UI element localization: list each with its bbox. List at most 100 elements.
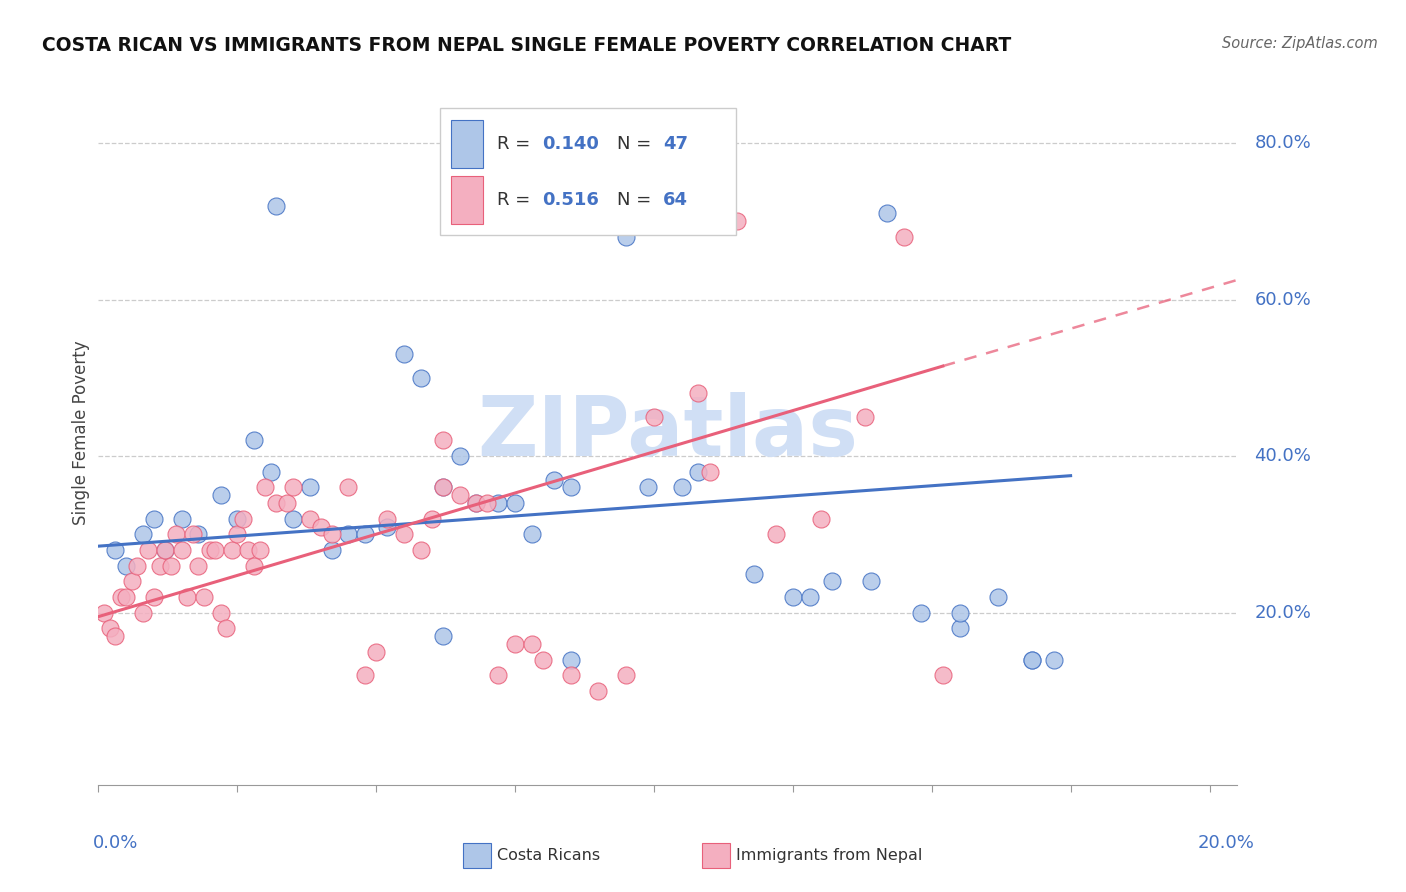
Text: 80.0%: 80.0% xyxy=(1254,134,1312,152)
Point xyxy=(375,512,398,526)
Point xyxy=(449,488,471,502)
Point xyxy=(209,606,232,620)
Point xyxy=(249,543,271,558)
Point xyxy=(138,543,160,558)
Point xyxy=(321,527,343,541)
Point xyxy=(337,480,360,494)
Point xyxy=(187,558,209,573)
Point xyxy=(859,574,882,589)
Text: 20.0%: 20.0% xyxy=(1254,604,1312,622)
Point xyxy=(198,543,221,558)
Point xyxy=(449,449,471,463)
Point xyxy=(1021,653,1043,667)
Point xyxy=(298,480,321,494)
Point xyxy=(614,668,637,682)
Point xyxy=(170,512,193,526)
Point xyxy=(1021,653,1043,667)
Point xyxy=(503,496,526,510)
Text: N =: N = xyxy=(617,191,657,209)
Point xyxy=(143,590,166,604)
Point xyxy=(409,371,432,385)
Point xyxy=(264,496,287,510)
Point xyxy=(432,434,454,448)
Point xyxy=(110,590,132,604)
Point xyxy=(1043,653,1066,667)
Text: 40.0%: 40.0% xyxy=(1254,447,1312,465)
FancyBboxPatch shape xyxy=(451,176,484,224)
Point xyxy=(366,645,388,659)
Point xyxy=(671,480,693,494)
Text: R =: R = xyxy=(498,191,536,209)
Point xyxy=(432,480,454,494)
Point xyxy=(221,543,243,558)
Point xyxy=(560,668,582,682)
Point xyxy=(98,621,121,635)
Point xyxy=(799,590,821,604)
Point xyxy=(215,621,238,635)
Text: N =: N = xyxy=(617,135,657,153)
Text: 0.516: 0.516 xyxy=(543,191,599,209)
Text: 47: 47 xyxy=(664,135,689,153)
Point xyxy=(932,668,955,682)
Point xyxy=(264,198,287,212)
Point xyxy=(132,606,155,620)
FancyBboxPatch shape xyxy=(702,843,731,868)
FancyBboxPatch shape xyxy=(440,109,737,235)
Point xyxy=(688,465,710,479)
Text: 64: 64 xyxy=(664,191,689,209)
Point xyxy=(409,543,432,558)
Point xyxy=(465,496,488,510)
Point xyxy=(520,637,543,651)
Point xyxy=(503,637,526,651)
Point xyxy=(165,527,187,541)
Point xyxy=(354,527,377,541)
Y-axis label: Single Female Poverty: Single Female Poverty xyxy=(72,341,90,524)
Point xyxy=(337,527,360,541)
Point xyxy=(104,543,127,558)
Text: Immigrants from Nepal: Immigrants from Nepal xyxy=(737,848,922,863)
FancyBboxPatch shape xyxy=(463,843,491,868)
Point xyxy=(637,480,659,494)
Point xyxy=(209,488,232,502)
Point xyxy=(281,512,304,526)
Point xyxy=(477,496,499,510)
Point xyxy=(232,512,254,526)
Point xyxy=(148,558,170,573)
Point xyxy=(782,590,804,604)
Point xyxy=(143,512,166,526)
Point xyxy=(238,543,260,558)
Point xyxy=(309,519,332,533)
Point xyxy=(543,473,565,487)
Point xyxy=(254,480,277,494)
Point xyxy=(193,590,215,604)
Point xyxy=(104,629,127,643)
Text: 20.0%: 20.0% xyxy=(1198,834,1254,852)
Point xyxy=(226,527,249,541)
Point xyxy=(893,230,915,244)
Point xyxy=(243,558,266,573)
Point xyxy=(392,347,415,361)
Point xyxy=(520,527,543,541)
Point xyxy=(276,496,298,510)
Point xyxy=(531,653,554,667)
Point xyxy=(853,409,876,424)
Point xyxy=(742,566,765,581)
Point xyxy=(465,496,488,510)
Point xyxy=(243,434,266,448)
Point xyxy=(810,512,832,526)
Point xyxy=(688,386,710,401)
Point xyxy=(132,527,155,541)
Point xyxy=(281,480,304,494)
Point xyxy=(115,558,138,573)
Text: 60.0%: 60.0% xyxy=(1254,291,1312,309)
Point xyxy=(187,527,209,541)
Point xyxy=(127,558,149,573)
Point xyxy=(170,543,193,558)
Text: 0.140: 0.140 xyxy=(543,135,599,153)
Point xyxy=(948,606,970,620)
Point xyxy=(432,629,454,643)
Point xyxy=(259,465,281,479)
Text: 0.0%: 0.0% xyxy=(93,834,138,852)
Point xyxy=(432,480,454,494)
Point xyxy=(486,668,509,682)
